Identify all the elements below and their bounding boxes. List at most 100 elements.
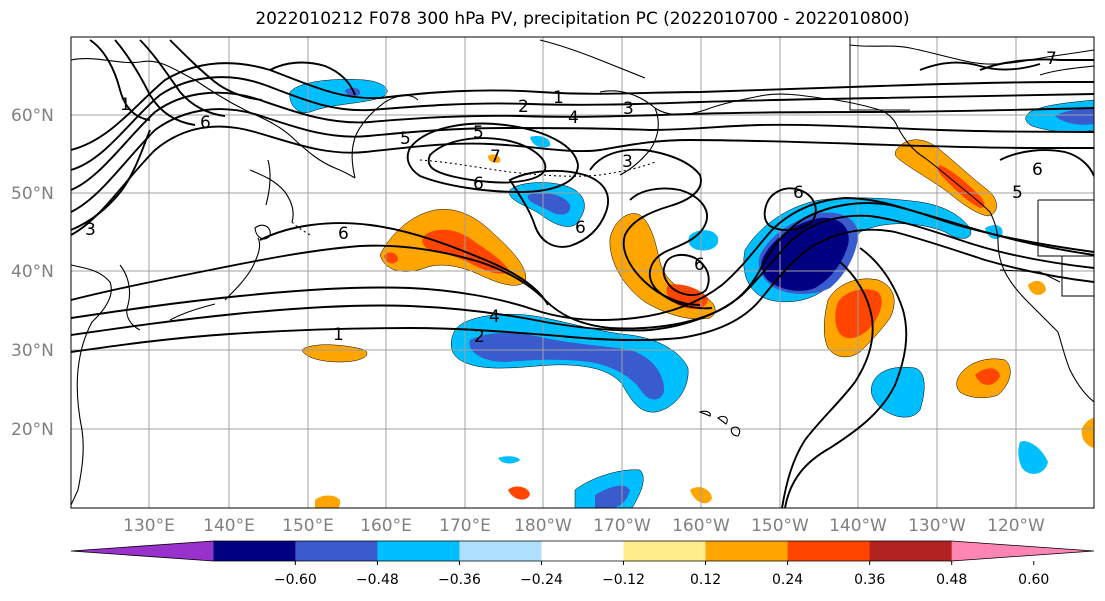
neg-shade-east-small <box>688 230 719 251</box>
coastlines <box>71 39 1094 506</box>
lon-label: 180°W <box>514 516 572 536</box>
pos-shade-west-blob <box>384 252 398 264</box>
lon-label: 160°E <box>360 516 412 536</box>
neg-shade-kamchatka-core <box>345 87 361 97</box>
coast-canada-west <box>897 127 991 213</box>
coast-hawaii-2 <box>717 415 728 425</box>
coast-sakhalin <box>265 159 271 206</box>
coast-canada-north <box>849 44 1094 65</box>
pv-contours <box>71 39 1094 508</box>
pv-contour-cutoff-mid <box>662 253 710 296</box>
pos-shade-bottom-1 <box>315 495 340 508</box>
colorbar-ticks: −0.60 −0.48 −0.36 −0.24 −0.12 0.12 0.24 0.36 0.4… <box>274 561 1049 588</box>
colorbar-extend-low <box>71 541 214 561</box>
colorbar-tick-label: 0.36 <box>854 572 885 588</box>
colorbar-segment <box>541 541 625 561</box>
lat-label-60n: 60°N <box>11 106 54 126</box>
colorbar-tick-label: −0.60 <box>274 572 317 588</box>
graticule <box>71 37 1094 508</box>
colorbar-tick-label: −0.48 <box>356 572 399 588</box>
pv-label: 7 <box>1046 49 1057 69</box>
lon-label: 150°W <box>751 516 809 536</box>
colorbar-segment <box>623 541 707 561</box>
pv-contour-west-loop <box>71 129 151 231</box>
colorbar-tick-label: 0.24 <box>772 572 803 588</box>
coast-china <box>71 264 112 506</box>
coast-hawaii-3 <box>730 426 741 437</box>
border-us-states-1 <box>1037 200 1094 257</box>
pv-label: 1 <box>553 88 564 108</box>
pv-contour-trough-1 <box>589 148 702 306</box>
lon-label: 130°W <box>908 516 966 536</box>
pv-label: 3 <box>85 220 96 240</box>
coast-korea <box>119 264 141 331</box>
pv-label: 4 <box>489 307 500 327</box>
pv-label: 1 <box>120 95 131 115</box>
pv-label: 6 <box>473 174 484 194</box>
coast-okhotsk <box>249 169 294 223</box>
pv-label: 6 <box>694 255 705 275</box>
pv-label: 6 <box>338 224 349 244</box>
pv-contour-2 <box>71 76 1094 171</box>
pv-label: 5 <box>473 123 484 143</box>
border-us-mexico <box>999 269 1061 283</box>
pv-contour-7-closed <box>427 137 547 184</box>
lon-label: 140°W <box>829 516 887 536</box>
pv-contour-3-south <box>71 197 1094 321</box>
lon-label: 160°W <box>672 516 730 536</box>
pos-shade-southeast-core <box>975 368 1000 385</box>
pv-contour-east-trough-outer <box>784 247 908 508</box>
colorbar-tick-label: −0.12 <box>602 572 645 588</box>
pv-contour-4 <box>71 108 1094 213</box>
colorbar-segment <box>459 541 542 561</box>
coast-asia-north <box>71 58 356 179</box>
neg-shade-tiny-1 <box>498 456 520 464</box>
pv-contour-labels: 1 2 3 4 5 6 7 1 2 3 4 5 6 6 6 6 6 6 5 3 … <box>85 49 1057 347</box>
lon-label: 170°W <box>593 516 651 536</box>
pv-label: 5 <box>400 129 411 149</box>
pv-contour-6-closed-north <box>406 122 579 193</box>
pv-contour-1-north <box>71 62 1094 151</box>
pv-label: 6 <box>200 113 211 133</box>
coast-us-west <box>989 211 1059 333</box>
colorbar-segment <box>377 541 460 561</box>
pv-contour-ne-2 <box>979 58 1094 71</box>
figure-title: 2022010212 F078 300 hPa PV, precipitatio… <box>255 9 910 29</box>
pv-label: 6 <box>1032 160 1043 180</box>
pv-label: 1 <box>333 325 344 345</box>
pv-label: 6 <box>575 218 586 238</box>
neg-shade-bottom-core <box>595 485 630 508</box>
pos-shade-southwest <box>301 344 368 363</box>
colorbar-segment <box>869 541 953 561</box>
border-alaska-canada <box>849 37 910 111</box>
pv-label: 3 <box>622 152 633 172</box>
coast-hawaii-1 <box>698 410 711 417</box>
longitude-labels: 130°E 140°E 150°E 160°E 170°E 180°W 170°… <box>123 516 1045 536</box>
neg-shade-northeast-core <box>1055 108 1094 125</box>
coast-aleutians <box>419 159 656 177</box>
pv-contour-nw-3 <box>139 39 226 117</box>
pv-label: 6 <box>793 183 804 203</box>
pv-contour-ne-1 <box>919 61 1041 71</box>
coast-japan-south <box>169 303 216 321</box>
lon-label: 130°E <box>123 516 175 536</box>
neg-shade-hawaii-east <box>1018 441 1048 474</box>
pv-contour-nw-4 <box>169 39 263 101</box>
map-panel <box>71 37 1094 508</box>
pos-shade-kamchatka-dot <box>488 154 501 163</box>
pv-contour-3 <box>71 91 1094 191</box>
pv-contour-kamchatka-1 <box>269 61 356 96</box>
coast-baja <box>1057 331 1094 403</box>
pos-shade-bottom-2 <box>508 486 530 500</box>
lat-label-50n: 50°N <box>11 184 54 204</box>
colorbar-outline <box>70 540 1095 562</box>
colorbar-segment <box>705 541 789 561</box>
coast-hudson <box>1039 65 1094 76</box>
pv-contour-cutoff-east <box>763 187 817 231</box>
colorbar-extend-high <box>951 541 1094 561</box>
pv-contour-ne-west-coast <box>999 149 1094 177</box>
colorbar-tick-label: 0.48 <box>936 572 967 588</box>
pv-label: 3 <box>623 99 634 119</box>
